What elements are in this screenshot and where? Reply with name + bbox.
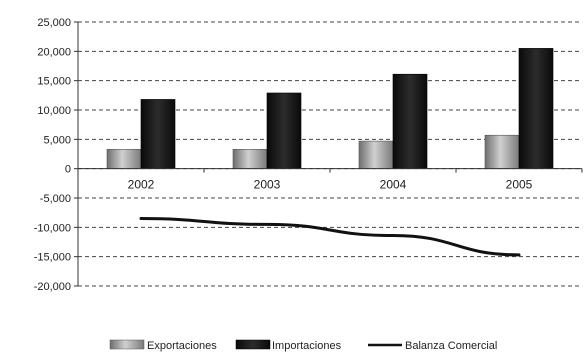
legend-label-balanza-comercial: Balanza Comercial <box>405 340 497 352</box>
y-tick-label: 5,000 <box>43 134 71 146</box>
y-tick-label: 0 <box>65 164 71 176</box>
x-category-label: 2004 <box>380 178 407 192</box>
bar-exportaciones-2002 <box>106 149 142 169</box>
y-tick-label: -15,000 <box>34 252 71 264</box>
legend-label-exportaciones: Exportaciones <box>147 340 217 352</box>
bar-exportaciones-2005 <box>484 134 520 169</box>
y-tick-label: -20,000 <box>34 281 71 293</box>
legend-swatch-importaciones <box>235 339 271 350</box>
y-tick-label: -10,000 <box>34 222 71 234</box>
bar-importaciones-2005 <box>518 48 554 169</box>
y-tick-label: 20,000 <box>37 46 71 58</box>
y-tick-label: -5,000 <box>40 193 71 205</box>
x-category-label: 2003 <box>254 178 281 192</box>
x-category-label: 2002 <box>128 178 155 192</box>
y-tick-label: 25,000 <box>37 17 71 29</box>
legend-swatch-exportaciones <box>109 339 145 350</box>
legend: Exportaciones Importaciones Balanza Comerc… <box>109 339 497 352</box>
bar-exportaciones-2003 <box>232 149 268 169</box>
x-category-label: 2005 <box>506 178 533 192</box>
bar-importaciones-2003 <box>266 92 302 169</box>
bar-importaciones-2002 <box>140 99 176 169</box>
bar-exportaciones-2004 <box>358 140 394 169</box>
legend-label-importaciones: Importaciones <box>272 340 342 352</box>
y-tick-label: 10,000 <box>37 105 71 117</box>
bar-importaciones-2004 <box>392 73 428 169</box>
y-tick-label: 15,000 <box>37 76 71 88</box>
line-balanza-comercial <box>139 217 521 257</box>
